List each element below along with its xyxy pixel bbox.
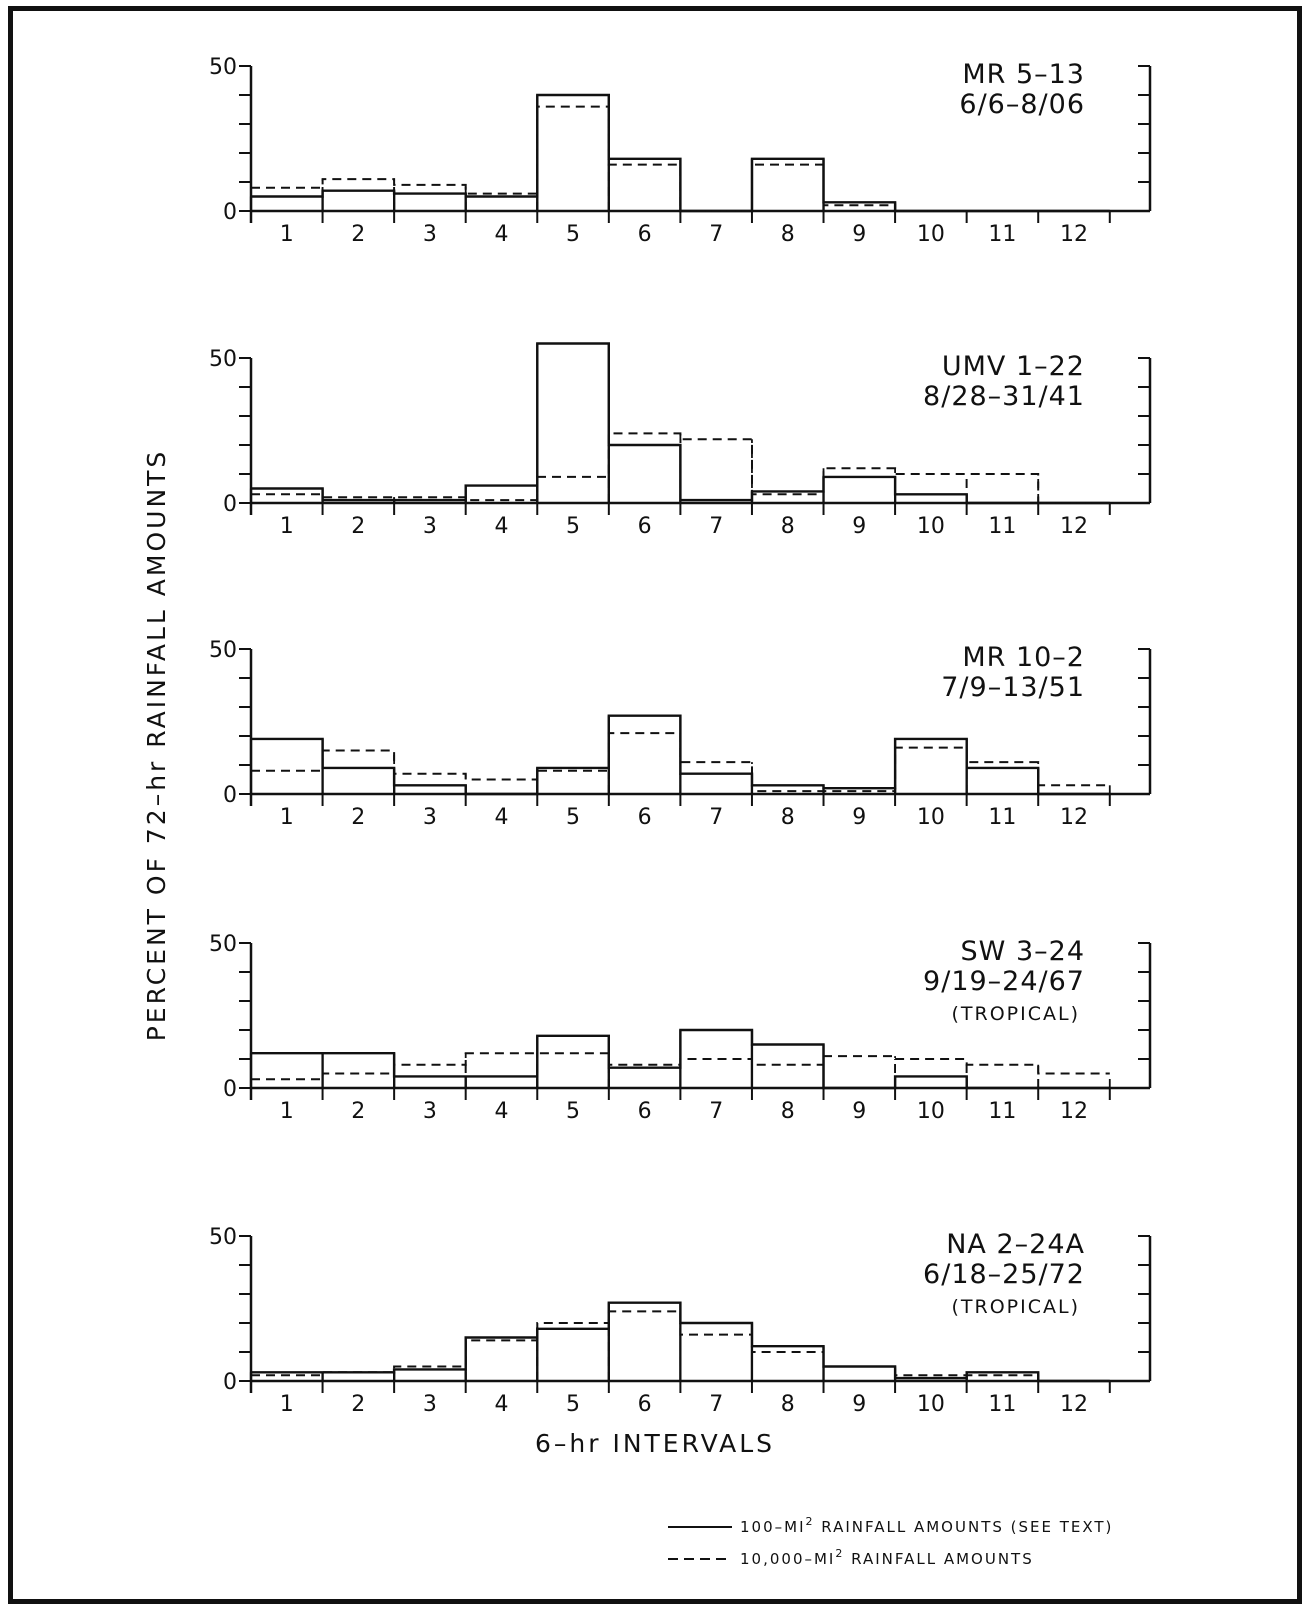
x-tick-label: 11 (988, 1392, 1016, 1417)
x-tick-label: 2 (351, 1392, 365, 1417)
panel-title: MR 5–13 (962, 59, 1085, 90)
x-tick-label: 10 (917, 1099, 945, 1124)
panel-dates: 7/9–13/51 (941, 672, 1085, 703)
x-tick-label: 5 (566, 1392, 580, 1417)
panel-title: SW 3–24 (961, 936, 1085, 967)
x-tick-label: 2 (351, 1099, 365, 1124)
y-tick-label-min: 0 (223, 492, 237, 517)
x-tick-label: 3 (423, 1099, 437, 1124)
x-tick-label: 11 (988, 805, 1016, 830)
legend: 100–MI2 RAINFALL AMOUNTS (SEE TEXT) 10,00… (668, 1515, 1113, 1568)
x-tick-label: 4 (495, 805, 509, 830)
x-tick-label: 4 (495, 514, 509, 539)
x-tick-label: 11 (988, 1099, 1016, 1124)
x-tick-label: 2 (351, 805, 365, 830)
x-tick-label: 1 (280, 514, 294, 539)
y-tick-label-max: 50 (209, 1225, 237, 1250)
x-tick-label: 8 (781, 1392, 795, 1417)
x-tick-label: 7 (709, 1099, 723, 1124)
x-tick-label: 8 (781, 514, 795, 539)
panel-note: (TROPICAL) (952, 1296, 1081, 1318)
y-tick-label-max: 50 (209, 932, 237, 957)
x-tick-label: 9 (852, 222, 866, 247)
y-tick-label-min: 0 (223, 783, 237, 808)
x-tick-label: 2 (351, 514, 365, 539)
x-tick-label: 1 (280, 1099, 294, 1124)
panel-note: (TROPICAL) (952, 1003, 1081, 1025)
y-axis-label: PERCENT OF 72–hr RAINFALL AMOUNTS (142, 449, 171, 1042)
x-tick-label: 5 (566, 1099, 580, 1124)
x-tick-label: 9 (852, 1392, 866, 1417)
x-tick-label: 1 (280, 222, 294, 247)
x-tick-label: 9 (852, 805, 866, 830)
x-tick-label: 7 (709, 805, 723, 830)
x-tick-label: 7 (709, 1392, 723, 1417)
x-tick-label: 6 (638, 805, 652, 830)
x-tick-label: 4 (495, 222, 509, 247)
x-tick-label: 6 (638, 1392, 652, 1417)
x-tick-label: 5 (566, 222, 580, 247)
x-tick-label: 8 (781, 805, 795, 830)
panel-dates: 9/19–24/67 (923, 966, 1085, 997)
x-tick-label: 6 (638, 514, 652, 539)
legend-label: 100–MI2 RAINFALL AMOUNTS (SEE TEXT) (740, 1515, 1113, 1536)
series-line-dashed (251, 1310, 1110, 1382)
x-tick-label: 12 (1060, 1099, 1088, 1124)
x-tick-label: 11 (988, 514, 1016, 539)
x-tick-label: 5 (566, 514, 580, 539)
y-tick-label-min: 0 (223, 1370, 237, 1395)
x-tick-label: 8 (781, 1099, 795, 1124)
x-tick-label: 1 (280, 1392, 294, 1417)
x-tick-label: 3 (423, 1392, 437, 1417)
x-tick-label: 9 (852, 514, 866, 539)
x-tick-label: 10 (917, 1392, 945, 1417)
x-tick-label: 6 (638, 222, 652, 247)
y-tick-label-min: 0 (223, 1077, 237, 1102)
x-tick-label: 3 (423, 222, 437, 247)
x-tick-label: 10 (917, 805, 945, 830)
x-tick-label: 12 (1060, 805, 1088, 830)
panel-title: NA 2–24A (946, 1229, 1085, 1260)
figure-frame (8, 6, 1302, 1604)
x-tick-label: 2 (351, 222, 365, 247)
x-tick-label: 4 (495, 1099, 509, 1124)
legend-label: 10,000–MI2 RAINFALL AMOUNTS (740, 1547, 1034, 1568)
x-tick-label: 8 (781, 222, 795, 247)
panel-title: UMV 1–22 (942, 351, 1085, 382)
y-tick-label-max: 50 (209, 347, 237, 372)
x-tick-label: 4 (495, 1392, 509, 1417)
x-tick-label: 7 (709, 514, 723, 539)
y-tick-label-max: 50 (209, 638, 237, 663)
x-tick-label: 10 (917, 514, 945, 539)
panel-dates: 8/28–31/41 (923, 381, 1085, 412)
x-tick-label: 1 (280, 805, 294, 830)
x-tick-label: 10 (917, 222, 945, 247)
x-axis-label: 6–hr INTERVALS (535, 1429, 775, 1458)
y-tick-label-min: 0 (223, 200, 237, 225)
x-tick-label: 5 (566, 805, 580, 830)
x-tick-label: 7 (709, 222, 723, 247)
panel-title: MR 10–2 (962, 642, 1085, 673)
x-tick-label: 12 (1060, 514, 1088, 539)
series-line-dashed (251, 432, 1110, 504)
y-tick-label-max: 50 (209, 55, 237, 80)
x-tick-label: 6 (638, 1099, 652, 1124)
panel-dates: 6/6–8/06 (959, 89, 1085, 120)
x-tick-label: 3 (423, 805, 437, 830)
x-tick-label: 3 (423, 514, 437, 539)
x-tick-label: 11 (988, 222, 1016, 247)
x-tick-label: 12 (1060, 1392, 1088, 1417)
panel-dates: 6/18–25/72 (923, 1259, 1085, 1290)
x-tick-label: 12 (1060, 222, 1088, 247)
x-tick-label: 9 (852, 1099, 866, 1124)
